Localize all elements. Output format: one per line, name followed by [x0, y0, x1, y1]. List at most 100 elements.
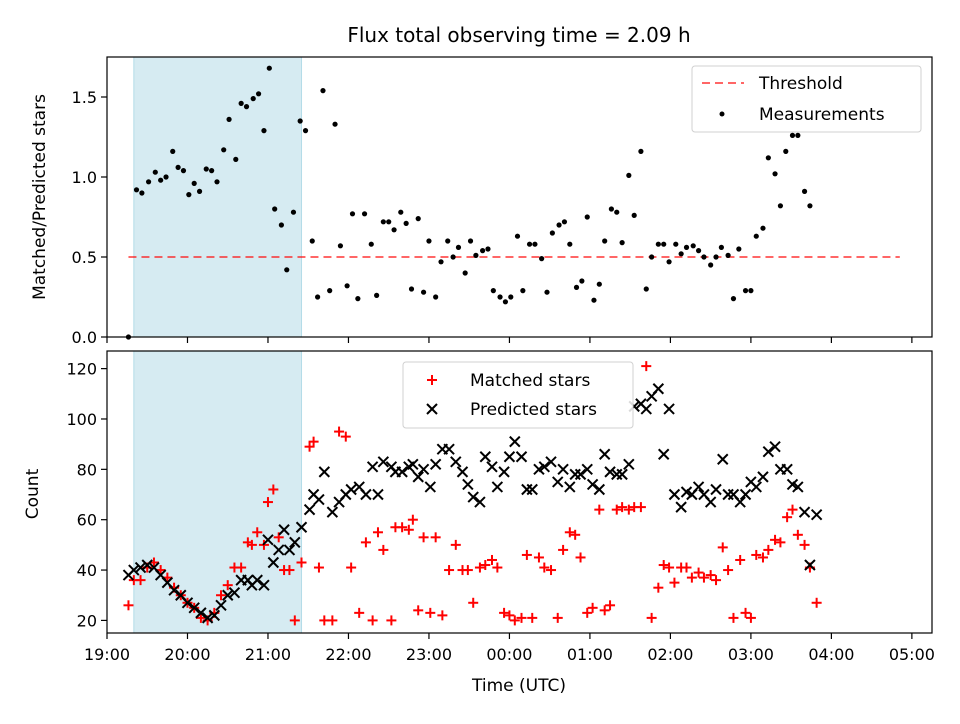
- matched-star-point: [284, 565, 295, 576]
- legend-threshold-label: Threshold: [758, 74, 843, 94]
- predicted-star-point: [769, 440, 781, 453]
- measurement-point: [426, 238, 432, 244]
- predicted-star-point: [798, 506, 811, 518]
- measurement-point: [403, 220, 409, 226]
- matched-star-point: [605, 600, 616, 611]
- measurement-point: [736, 246, 742, 252]
- matched-star-point: [763, 544, 774, 555]
- predicted-star-point: [479, 451, 491, 463]
- matched-star-point: [740, 607, 751, 618]
- predicted-star-point: [552, 476, 564, 488]
- measurement-point: [368, 241, 374, 247]
- predicted-star-point: [377, 456, 390, 468]
- predicted-star-point: [623, 458, 635, 471]
- predicted-star-point: [526, 483, 538, 496]
- measurement-point: [450, 254, 456, 260]
- predicted-star-point: [652, 383, 665, 395]
- predicted-star-point: [412, 471, 424, 483]
- measurement-point: [485, 246, 491, 252]
- matched-star-point: [462, 565, 473, 576]
- matched-star-point: [745, 612, 756, 623]
- measurement-point: [638, 148, 644, 154]
- measurement-point: [596, 281, 602, 287]
- matched-star-point: [354, 607, 365, 618]
- matched-star-point: [564, 527, 575, 538]
- measurement-point: [158, 177, 164, 183]
- predicted-star-point: [569, 468, 581, 481]
- measurement-point: [678, 251, 684, 257]
- predicted-star-point: [675, 501, 687, 513]
- measurement-point: [683, 244, 690, 250]
- matched-star-point: [539, 562, 550, 573]
- matched-star-point: [735, 554, 746, 565]
- measurement-point: [539, 256, 545, 262]
- legend-measurements-swatch: [719, 111, 725, 117]
- measurement-point: [549, 230, 555, 236]
- measurement-point: [191, 180, 197, 186]
- matched-star-point: [552, 612, 563, 623]
- matched-star-point: [468, 597, 479, 608]
- matched-star-point: [533, 552, 544, 563]
- measurement-point: [309, 238, 315, 244]
- y-tick-label-bottom: 40: [77, 561, 97, 580]
- x-tick-label: 00:00: [486, 645, 532, 664]
- measurement-point: [243, 104, 250, 110]
- matched-star-point: [492, 562, 503, 573]
- matched-star-point: [480, 560, 491, 571]
- predicted-star-point: [407, 458, 419, 471]
- matched-star-point: [236, 562, 247, 573]
- predicted-star-point: [792, 481, 804, 493]
- y-tick-label-top: 0.5: [72, 248, 97, 267]
- legend-top: Threshold Measurements: [691, 65, 922, 133]
- measurement-point: [226, 116, 232, 122]
- predicted-star-point: [564, 481, 576, 493]
- measurement-point: [807, 203, 813, 209]
- measurement-point: [320, 88, 326, 94]
- predicted-star-point: [141, 559, 153, 571]
- matched-star-point: [587, 602, 598, 613]
- predicted-star-point: [804, 559, 816, 571]
- matched-star-point: [617, 502, 628, 513]
- matched-star-point: [723, 565, 734, 576]
- matched-star-point: [664, 562, 675, 573]
- matched-star-point: [334, 426, 345, 437]
- predicted-star-point: [668, 488, 681, 501]
- measurement-point: [408, 286, 415, 292]
- predicted-star-point: [781, 463, 793, 476]
- predicted-star-point: [228, 587, 241, 599]
- measurement-point: [602, 238, 608, 244]
- matched-star-point: [775, 537, 786, 548]
- x-tick-label: 23:00: [406, 645, 452, 664]
- y-tick-label-top: 1.5: [72, 88, 97, 107]
- predicted-star-point: [366, 461, 379, 473]
- matched-star-point: [123, 600, 134, 611]
- matched-star-point: [222, 580, 233, 591]
- measurement-point: [526, 241, 533, 247]
- predicted-star-point: [429, 458, 442, 471]
- measurement-point: [619, 240, 625, 246]
- matched-star-point: [711, 575, 722, 586]
- matched-star-point: [546, 565, 557, 576]
- measurement-point: [327, 288, 333, 294]
- matched-star-point: [698, 572, 709, 583]
- measurement-point: [361, 211, 368, 217]
- measurement-point: [420, 289, 427, 295]
- matched-star-point: [582, 607, 593, 618]
- predicted-star-point: [810, 508, 823, 521]
- measurement-point: [561, 219, 568, 225]
- predicted-star-point: [757, 471, 769, 483]
- matched-star-point: [360, 537, 371, 548]
- x-axis-ticks-top: [106, 337, 913, 343]
- measurement-point: [556, 222, 562, 228]
- x-tick-label: 02:00: [647, 645, 693, 664]
- measurement-point: [544, 289, 550, 295]
- matched-star-point: [372, 527, 383, 538]
- predicted-star-point: [289, 536, 301, 549]
- measurement-point: [238, 100, 244, 106]
- measurement-point: [163, 174, 169, 180]
- predicted-star-point: [396, 466, 408, 478]
- matched-star-point: [499, 607, 510, 618]
- matched-star-point: [268, 484, 279, 495]
- matched-stars-points: [123, 361, 822, 626]
